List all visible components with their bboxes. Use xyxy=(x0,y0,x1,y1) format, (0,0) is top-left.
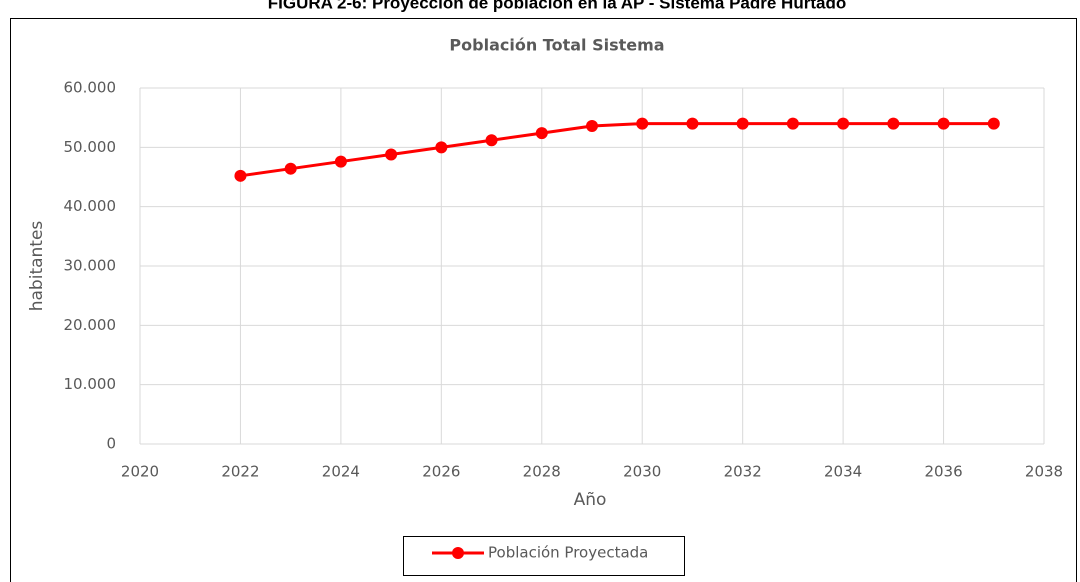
y-tick-label: 0 xyxy=(106,435,116,453)
legend-label: Población Proyectada xyxy=(488,544,648,562)
legend-marker xyxy=(452,547,464,559)
chart-title: Población Total Sistema xyxy=(449,36,664,55)
point xyxy=(937,117,950,130)
x-tick-label: 2038 xyxy=(1025,463,1063,481)
point xyxy=(837,117,850,130)
x-axis-title: Año xyxy=(574,490,607,510)
y-tick-label: 30.000 xyxy=(64,257,117,275)
point xyxy=(987,117,1000,130)
x-tick-label: 2020 xyxy=(121,463,159,481)
legend-box xyxy=(403,536,685,576)
point xyxy=(535,127,548,140)
line xyxy=(240,122,994,178)
point xyxy=(485,134,498,147)
point xyxy=(636,117,649,130)
x-tick-label: 2028 xyxy=(523,463,561,481)
x-tick-label: 2032 xyxy=(724,463,762,481)
point xyxy=(586,119,598,132)
point xyxy=(435,141,448,154)
point xyxy=(234,169,247,182)
point xyxy=(686,117,699,130)
y-tick-label: 20.000 xyxy=(64,316,117,334)
y-tick-label: 40.000 xyxy=(64,197,117,215)
point xyxy=(284,162,297,175)
x-tick-label: 2024 xyxy=(322,463,360,481)
point xyxy=(385,148,398,161)
x-tick-label: 2030 xyxy=(623,463,661,481)
y-tick-label: 60.000 xyxy=(64,79,117,97)
x-tick-label: 2026 xyxy=(422,463,460,481)
point xyxy=(736,117,749,130)
point xyxy=(887,117,900,130)
x-tick-label: 2034 xyxy=(824,463,862,481)
caption: FIGURA 2-6: Proyección de población en l… xyxy=(268,0,846,12)
point xyxy=(334,155,347,168)
x-tick-label: 2036 xyxy=(924,463,962,481)
y-tick-label: 10.000 xyxy=(64,375,117,393)
chart-frame xyxy=(10,18,1077,582)
x-tick-label: 2022 xyxy=(221,463,259,481)
y-axis-title: habitantes xyxy=(27,221,47,312)
point xyxy=(786,117,799,130)
y-tick-label: 50.000 xyxy=(64,138,117,156)
